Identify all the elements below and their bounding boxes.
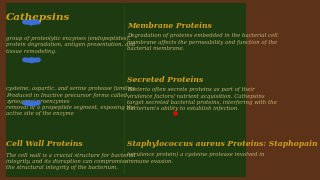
FancyBboxPatch shape <box>6 3 246 177</box>
Text: The cell wall is a crucial structure for bacterial
integrity, and its disruption: The cell wall is a crucial structure for… <box>6 153 136 170</box>
Text: Cathepsins: Cathepsins <box>6 13 71 22</box>
Text: Degradation of proteins embedded in the bacterial cell
membrane affects the perm: Degradation of proteins embedded in the … <box>127 33 278 51</box>
Text: Staphylococcus aureus Proteins: Staphopain: Staphylococcus aureus Proteins: Staphopa… <box>127 140 318 148</box>
Text: Bacteria often secrete proteins as part of their
virulence factors/ nutrient acq: Bacteria often secrete proteins as part … <box>127 87 277 111</box>
Text: Secreted Proteins: Secreted Proteins <box>127 76 204 84</box>
Text: Cell Wall Proteins: Cell Wall Proteins <box>6 140 83 148</box>
Text: group of proteolytic enzymes (endopeptides);
protein degradation, antigen presen: group of proteolytic enzymes (endopeptid… <box>6 36 136 54</box>
Text: (virulence protein) a cysteine protease involved in
immune evasion.: (virulence protein) a cysteine protease … <box>127 152 265 164</box>
Text: Membrane Proteins: Membrane Proteins <box>127 22 212 30</box>
Text: cysteine, aspartic, and serine protease families.
Produced in Inactive precursor: cysteine, aspartic, and serine protease … <box>6 86 137 116</box>
